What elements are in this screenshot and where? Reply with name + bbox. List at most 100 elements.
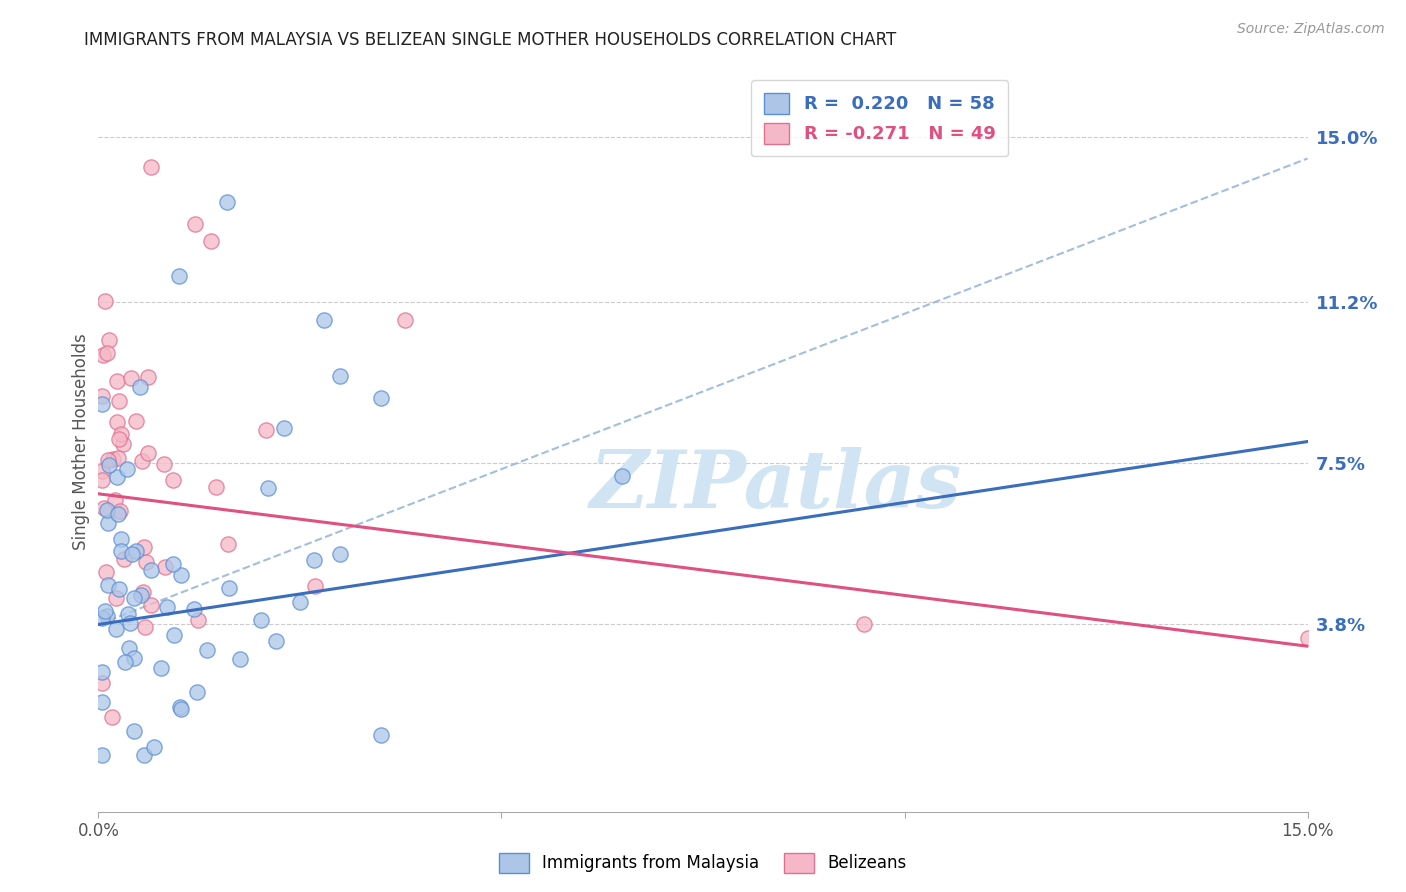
Point: [264, 633, 287, 648]
Point: [302, 553, 325, 567]
Point: [91, 665, 114, 679]
Point: [195, 643, 218, 657]
Point: [117, 607, 139, 621]
Point: [186, 685, 208, 699]
Point: [124, 591, 146, 605]
Point: [153, 457, 176, 471]
Point: [183, 602, 205, 616]
Point: [370, 391, 392, 405]
Point: [139, 599, 162, 613]
Point: [91, 389, 114, 403]
Legend: R =  0.220   N = 58, R = -0.271   N = 49: R = 0.220 N = 58, R = -0.271 N = 49: [751, 80, 1008, 156]
Point: [110, 427, 132, 442]
Point: [91, 748, 114, 763]
Point: [112, 551, 135, 566]
Point: [101, 451, 124, 466]
Point: [91, 473, 114, 487]
Text: IMMIGRANTS FROM MALAYSIA VS BELIZEAN SINGLE MOTHER HOUSEHOLDS CORRELATION CHART: IMMIGRANTS FROM MALAYSIA VS BELIZEAN SIN…: [84, 31, 897, 49]
Point: [98, 458, 121, 472]
Point: [91, 676, 114, 690]
Point: [105, 470, 128, 484]
Point: [122, 650, 145, 665]
Point: [217, 536, 239, 550]
Point: [163, 628, 186, 642]
Point: [91, 397, 114, 411]
Point: [134, 620, 156, 634]
Point: [117, 461, 139, 475]
Text: Source: ZipAtlas.com: Source: ZipAtlas.com: [1237, 22, 1385, 37]
Point: [329, 369, 352, 384]
Point: [91, 464, 114, 478]
Point: [110, 544, 132, 558]
Point: [96, 346, 118, 360]
Point: [108, 504, 131, 518]
Point: [94, 604, 117, 618]
Point: [132, 748, 155, 763]
Point: [132, 585, 155, 599]
Point: [96, 565, 118, 579]
Point: [200, 234, 222, 248]
Point: [187, 613, 209, 627]
Point: [853, 617, 876, 632]
Point: [229, 651, 252, 665]
Point: [125, 544, 148, 558]
Point: [273, 421, 295, 435]
Point: [97, 578, 120, 592]
Point: [167, 268, 190, 283]
Point: [162, 557, 184, 571]
Point: [114, 655, 136, 669]
Point: [118, 640, 141, 655]
Point: [104, 493, 127, 508]
Point: [93, 500, 115, 515]
Point: [156, 599, 179, 614]
Point: [314, 312, 336, 326]
Point: [169, 700, 191, 714]
Point: [256, 481, 278, 495]
Point: [118, 615, 141, 630]
Point: [129, 380, 152, 394]
Point: [101, 710, 124, 724]
Text: ZIPatlas: ZIPatlas: [589, 447, 962, 524]
Point: [329, 547, 352, 561]
Point: [96, 503, 118, 517]
Point: [394, 312, 416, 326]
Point: [91, 695, 114, 709]
Point: [250, 613, 273, 627]
Point: [125, 414, 148, 428]
Point: [134, 540, 156, 554]
Point: [121, 547, 143, 561]
Point: [108, 582, 131, 597]
Point: [131, 454, 153, 468]
Point: [304, 579, 326, 593]
Point: [97, 453, 120, 467]
Point: [110, 533, 132, 547]
Point: [205, 480, 228, 494]
Point: [104, 623, 127, 637]
Point: [96, 609, 118, 624]
Point: [108, 432, 131, 446]
Point: [254, 423, 277, 437]
Point: [94, 293, 117, 308]
Point: [170, 568, 193, 582]
Point: [153, 560, 176, 574]
Point: [107, 394, 129, 409]
Point: [122, 724, 145, 739]
Point: [370, 728, 392, 742]
Point: [184, 217, 207, 231]
Point: [104, 591, 127, 606]
Point: [1296, 631, 1319, 645]
Point: [139, 160, 162, 174]
Point: [91, 348, 114, 362]
Point: [612, 469, 634, 483]
Point: [107, 508, 129, 522]
Point: [105, 415, 128, 429]
Point: [135, 555, 157, 569]
Point: [288, 595, 311, 609]
Point: [142, 739, 165, 754]
Point: [170, 702, 193, 716]
Point: [150, 661, 173, 675]
Point: [91, 610, 114, 624]
Point: [139, 563, 162, 577]
Point: [138, 369, 160, 384]
Legend: Immigrants from Malaysia, Belizeans: Immigrants from Malaysia, Belizeans: [492, 847, 914, 880]
